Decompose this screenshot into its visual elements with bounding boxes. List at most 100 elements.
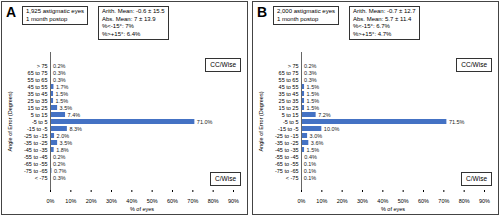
svg-text:-5 to 5: -5 to 5 (32, 119, 48, 125)
svg-text:50%: 50% (398, 198, 409, 204)
svg-text:Angle of Error (Degrees): Angle of Error (Degrees) (258, 91, 264, 151)
svg-text:5 to 15: 5 to 15 (282, 112, 299, 118)
svg-text:45 to 55: 45 to 55 (279, 84, 299, 90)
svg-text:-65 to -55: -65 to -55 (275, 161, 299, 167)
svg-text:0.2%: 0.2% (304, 63, 317, 69)
svg-text:70%: 70% (438, 198, 449, 204)
svg-text:Angle of Error (Degrees): Angle of Error (Degrees) (7, 91, 13, 151)
svg-text:-25 to -15: -25 to -15 (275, 133, 299, 139)
svg-text:0.2%: 0.2% (53, 63, 66, 69)
svg-text:80%: 80% (459, 198, 470, 204)
html-text:1 month postop: 1 month postop (26, 15, 68, 22)
svg-text:1.5%: 1.5% (56, 98, 69, 104)
svg-text:10.0%: 10.0% (324, 126, 340, 132)
svg-text:-75 to -65: -75 to -65 (24, 168, 48, 174)
svg-text:25 to 35: 25 to 35 (279, 98, 299, 104)
svg-text:0.2%: 0.2% (53, 161, 66, 167)
svg-text:55 to 65: 55 to 65 (28, 77, 48, 83)
svg-text:1.5%: 1.5% (56, 91, 69, 97)
svg-text:70%: 70% (187, 198, 198, 204)
svg-text:2.0%: 2.0% (57, 133, 70, 139)
svg-text:80%: 80% (208, 198, 219, 204)
svg-text:90%: 90% (228, 198, 239, 204)
svg-text:-15 to -5: -15 to -5 (278, 126, 298, 132)
svg-text:60%: 60% (167, 198, 178, 204)
svg-text:65 to 75: 65 to 75 (28, 70, 48, 76)
svg-text:0.3%: 0.3% (53, 175, 66, 181)
svg-text:-45 to -35: -45 to -35 (24, 147, 48, 153)
html-text:A: A (6, 4, 17, 20)
svg-text:25 to 35: 25 to 35 (28, 98, 48, 104)
svg-text:-35 to -25: -35 to -25 (275, 140, 299, 146)
html-text:C/Wise: C/Wise (215, 175, 236, 182)
svg-text:90%: 90% (479, 198, 490, 204)
svg-text:1.5%: 1.5% (307, 84, 320, 90)
svg-text:20%: 20% (86, 198, 97, 204)
svg-text:-75 to -65: -75 to -65 (275, 168, 299, 174)
svg-text:35 to 45: 35 to 45 (28, 91, 48, 97)
svg-text:71.5%: 71.5% (449, 119, 465, 125)
svg-text:30%: 30% (106, 198, 117, 204)
svg-text:0.3%: 0.3% (53, 70, 66, 76)
svg-text:40%: 40% (377, 198, 388, 204)
svg-text:0.1%: 0.1% (304, 175, 317, 181)
svg-text:3.5%: 3.5% (60, 140, 73, 146)
svg-text:< -75: < -75 (286, 175, 299, 181)
svg-text:1.8%: 1.8% (56, 147, 69, 153)
svg-text:10%: 10% (316, 198, 327, 204)
svg-text:-45 to -35: -45 to -35 (275, 147, 299, 153)
svg-text:1.5%: 1.5% (307, 98, 320, 104)
svg-text:0.1%: 0.1% (304, 161, 317, 167)
svg-text:45 to 55: 45 to 55 (28, 84, 48, 90)
svg-text:7.2%: 7.2% (318, 112, 331, 118)
svg-text:0.3%: 0.3% (53, 77, 66, 83)
svg-text:-55 to -45: -55 to -45 (24, 154, 48, 160)
svg-text:30%: 30% (357, 198, 368, 204)
svg-text:1.5%: 1.5% (307, 91, 320, 97)
svg-text:1.7%: 1.7% (56, 84, 69, 90)
svg-text:10%: 10% (65, 198, 76, 204)
svg-text:1.5%: 1.5% (307, 147, 320, 153)
svg-text:-5 to 5: -5 to 5 (283, 119, 299, 125)
svg-text:-65 to -55: -65 to -55 (24, 161, 48, 167)
svg-text:40%: 40% (126, 198, 137, 204)
svg-text:7.4%: 7.4% (68, 112, 81, 118)
svg-text:0.7%: 0.7% (54, 168, 67, 174)
svg-text:8.3%: 8.3% (69, 126, 82, 132)
svg-text:15 to 25: 15 to 25 (28, 105, 48, 111)
svg-text:-35 to -25: -35 to -25 (24, 140, 48, 146)
svg-text:0%: 0% (298, 198, 306, 204)
svg-text:0.2%: 0.2% (53, 154, 66, 160)
svg-text:% of eyes: % of eyes (130, 206, 154, 212)
svg-text:71.0%: 71.0% (197, 119, 213, 125)
svg-text:0.3%: 0.3% (304, 70, 317, 76)
svg-text:> 75: > 75 (37, 63, 48, 69)
svg-text:1.5%: 1.5% (307, 105, 320, 111)
svg-text:3.5%: 3.5% (60, 105, 73, 111)
svg-text:0.3%: 0.3% (304, 77, 317, 83)
svg-text:0%: 0% (47, 198, 55, 204)
svg-text:-55 to -45: -55 to -45 (275, 154, 299, 160)
svg-text:-15 to -5: -15 to -5 (27, 126, 47, 132)
svg-text:35 to 45: 35 to 45 (279, 91, 299, 97)
html-text:CC/Wise: CC/Wise (210, 61, 236, 68)
svg-text:% of eyes: % of eyes (381, 206, 405, 212)
html-text:Abs. Mean: 7 ± 13.9: Abs. Mean: 7 ± 13.9 (102, 15, 156, 22)
svg-text:65 to 75: 65 to 75 (279, 70, 299, 76)
svg-text:0.1%: 0.1% (304, 168, 317, 174)
svg-text:5 to 15: 5 to 15 (31, 112, 48, 118)
html-text:1 month postop: 1 month postop (277, 15, 319, 22)
svg-text:55 to 65: 55 to 65 (279, 77, 299, 83)
svg-text:20%: 20% (337, 198, 348, 204)
svg-text:3.6%: 3.6% (311, 140, 324, 146)
svg-text:-25 to -15: -25 to -15 (24, 133, 48, 139)
html-text:%>+15°: 6.4%: %>+15°: 6.4% (102, 30, 141, 37)
html-text:B: B (257, 4, 268, 20)
svg-text:15 to 25: 15 to 25 (279, 105, 299, 111)
svg-text:> 75: > 75 (288, 63, 299, 69)
svg-text:3.0%: 3.0% (310, 133, 323, 139)
svg-text:50%: 50% (147, 198, 158, 204)
svg-text:60%: 60% (418, 198, 429, 204)
svg-text:0.4%: 0.4% (304, 154, 317, 160)
svg-text:< -75: < -75 (35, 175, 48, 181)
